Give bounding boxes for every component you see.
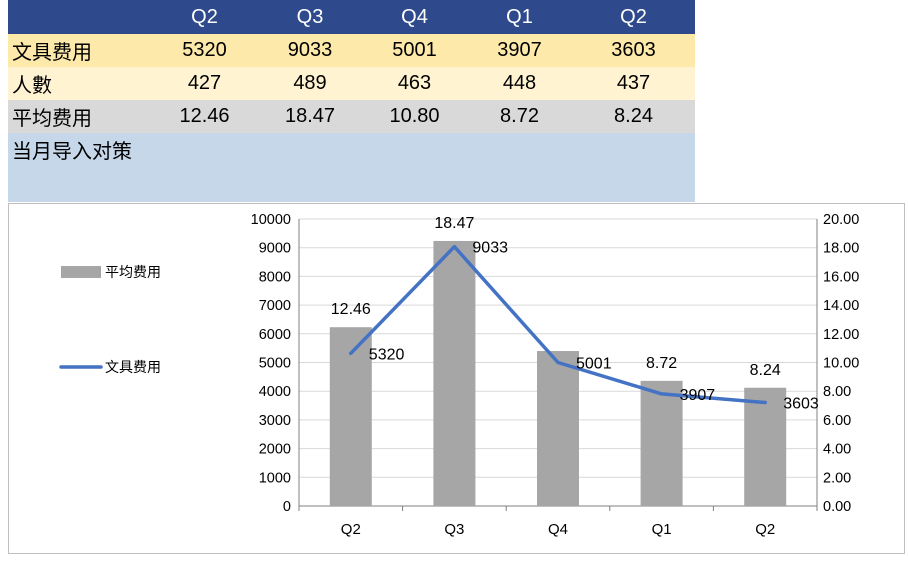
line-data-label: 5001	[576, 356, 612, 373]
table-row: 文具费用 5320 9033 5001 3907 3603	[8, 34, 695, 67]
y-left-tick-label: 8000	[259, 269, 291, 285]
bar-data-label: 8.72	[646, 355, 677, 372]
table-cell: 437	[616, 72, 651, 94]
line-data-label: 5320	[369, 346, 405, 363]
bar-data-label: 12.46	[331, 301, 371, 318]
y-right-tick-label: 16.00	[823, 269, 859, 285]
y-left-tick-label: 7000	[259, 298, 291, 314]
table-cell: 8.72	[500, 105, 539, 127]
row-label: 人數	[12, 75, 52, 97]
legend-label-line: 文具费用	[105, 359, 161, 375]
table-cell: 5001	[392, 39, 437, 61]
table-cell: 3907	[497, 39, 542, 61]
y-left-tick-label: 5000	[259, 356, 291, 372]
bar	[329, 327, 372, 506]
bar	[433, 240, 476, 506]
y-left-tick-label: 1000	[259, 470, 291, 486]
y-right-tick-label: 0.00	[823, 499, 851, 515]
table-cell: 3603	[611, 39, 656, 61]
y-right-tick-label: 2.00	[823, 470, 851, 486]
y-right-tick-label: 20.00	[823, 212, 859, 228]
x-tick-label: Q2	[341, 521, 361, 538]
y-left-tick-label: 9000	[259, 241, 291, 257]
combo-chart: 0 1000 2000 3000 4000 5000 6000 7000 8000 9000 100…	[59, 212, 859, 538]
table-cell: 18.47	[284, 105, 336, 127]
y-right-tick-label: 14.00	[823, 298, 859, 314]
y-left-tick-label: 0	[283, 499, 291, 515]
legend-label-bar: 平均费用	[105, 264, 161, 280]
bar-data-label: 18.47	[434, 215, 474, 232]
line-data-label: 3907	[680, 387, 716, 404]
y-right-tick-label: 18.00	[823, 241, 859, 257]
row-label: 文具费用	[12, 42, 92, 64]
y-right-tick-label: 4.00	[823, 442, 851, 458]
line-series	[349, 244, 767, 405]
x-tick-label: Q4	[548, 521, 568, 538]
data-table: Q2 Q3 Q4 Q1 Q2 文具费用 5320 9033 5001 3907 …	[8, 0, 695, 202]
table-cell: 463	[397, 72, 432, 94]
x-tick-label: Q1	[652, 521, 672, 538]
bar	[537, 351, 579, 506]
header-cell: Q4	[401, 5, 428, 28]
line-data-label: 9033	[472, 240, 508, 257]
bar	[744, 387, 787, 506]
y-left-tick-label: 6000	[259, 327, 291, 343]
table-cell: 8.24	[614, 105, 653, 127]
table-cell: 10.80	[389, 105, 440, 127]
x-tick-label: Q3	[444, 521, 464, 538]
table-cell: 5320	[182, 39, 227, 61]
y-right-tick-label: 10.00	[823, 356, 859, 372]
table-cell: 427	[187, 72, 222, 94]
y-left-tick-label: 3000	[259, 413, 291, 429]
y-right-tick-label: 12.00	[823, 327, 859, 343]
line-data-label: 3603	[783, 396, 819, 413]
y-left-tick-label: 2000	[259, 442, 291, 458]
x-tick-label: Q2	[755, 521, 775, 538]
header-cell: Q1	[506, 5, 533, 28]
header-cell: Q3	[296, 5, 324, 28]
y-left-tick-label: 4000	[259, 384, 291, 400]
bar-data-label: 8.24	[750, 362, 781, 379]
y-left-tick-label: 10000	[251, 212, 291, 228]
chart-area: 0 1000 2000 3000 4000 5000 6000 7000 8000 9000 100…	[8, 203, 905, 554]
y-right-tick-label: 6.00	[823, 413, 851, 429]
note-cell: 当月导入对策	[12, 141, 132, 163]
header-cell: Q2	[620, 5, 647, 28]
row-label: 平均费用	[12, 108, 92, 130]
table-row: 平均费用 12.46 18.47 10.80 8.72 8.24	[8, 100, 695, 133]
table-cell: 9033	[287, 39, 333, 61]
table-header-row: Q2 Q3 Q4 Q1 Q2	[8, 0, 695, 34]
table-cell: 489	[293, 72, 327, 94]
bar	[640, 380, 683, 506]
header-cell: Q2	[191, 5, 218, 28]
y-right-tick-label: 8.00	[823, 384, 851, 400]
table-row: 人數 427 489 463 448 437	[8, 67, 695, 100]
legend-swatch-bar	[61, 266, 101, 278]
table-cell: 12.46	[179, 105, 230, 127]
table-note-row: 当月导入对策	[8, 133, 695, 202]
table-cell: 448	[502, 72, 537, 94]
header-cell	[8, 0, 151, 34]
